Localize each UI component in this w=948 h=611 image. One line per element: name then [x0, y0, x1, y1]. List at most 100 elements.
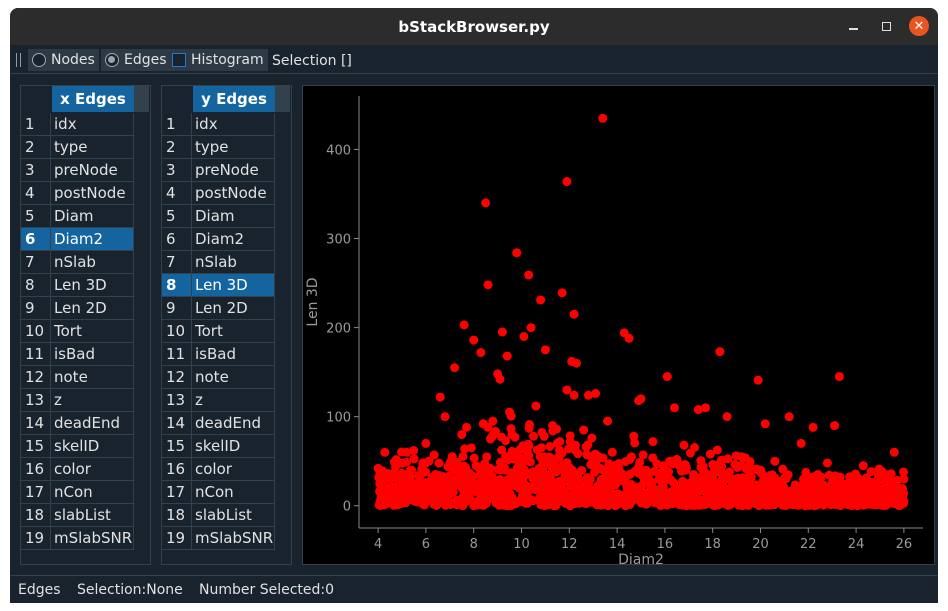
- row-cell[interactable]: Diam2: [192, 228, 275, 251]
- row-cell[interactable]: postNode: [192, 182, 275, 205]
- row-cell[interactable]: Diam: [192, 205, 275, 228]
- table-row[interactable]: 9 Len 2D: [21, 297, 134, 320]
- row-number[interactable]: 1: [21, 113, 51, 136]
- row-number[interactable]: 15: [21, 435, 51, 458]
- table-row[interactable]: 6 Diam2: [162, 228, 275, 251]
- table-row[interactable]: 17 nCon: [162, 481, 275, 504]
- row-number[interactable]: 13: [21, 389, 51, 412]
- row-cell[interactable]: type: [51, 136, 134, 159]
- row-number[interactable]: 10: [162, 320, 192, 343]
- row-number[interactable]: 11: [162, 343, 192, 366]
- scatter-plot-svg[interactable]: 0 100 200 300 400 4 6 8 10 12 14 16 18 20 22 24 26 Diam2 L…: [303, 86, 936, 566]
- table-row[interactable]: 4 postNode: [162, 182, 275, 205]
- table-row[interactable]: 8 Len 3D: [162, 274, 275, 297]
- table-row[interactable]: 5 Diam: [21, 205, 134, 228]
- row-cell[interactable]: Len 2D: [192, 297, 275, 320]
- row-number[interactable]: 3: [21, 159, 51, 182]
- table-row[interactable]: 14 deadEnd: [21, 412, 134, 435]
- row-cell[interactable]: z: [192, 389, 275, 412]
- table-row[interactable]: 3 preNode: [162, 159, 275, 182]
- toolbar-grip-icon[interactable]: [16, 53, 21, 67]
- minimize-button[interactable]: [843, 16, 863, 36]
- table-corner[interactable]: [162, 86, 193, 112]
- table-row[interactable]: 14 deadEnd: [162, 412, 275, 435]
- table-row[interactable]: 5 Diam: [162, 205, 275, 228]
- row-cell[interactable]: Diam2: [51, 228, 134, 251]
- table-row[interactable]: 16 color: [162, 458, 275, 481]
- row-cell[interactable]: mSlabSNR: [192, 527, 275, 550]
- row-cell[interactable]: color: [192, 458, 275, 481]
- row-cell[interactable]: skelID: [192, 435, 275, 458]
- maximize-button[interactable]: [876, 16, 896, 36]
- row-number[interactable]: 3: [162, 159, 192, 182]
- row-number[interactable]: 9: [162, 297, 192, 320]
- row-number[interactable]: 12: [21, 366, 51, 389]
- table-row[interactable]: 1 idx: [21, 113, 134, 136]
- table-row[interactable]: 15 skelID: [21, 435, 134, 458]
- table-row[interactable]: 13 z: [162, 389, 275, 412]
- row-number[interactable]: 6: [21, 228, 51, 251]
- row-cell[interactable]: Len 3D: [51, 274, 134, 297]
- title-bar[interactable]: bStackBrowser.py ✕: [10, 8, 938, 45]
- table-row[interactable]: 17 nCon: [21, 481, 134, 504]
- row-cell[interactable]: idx: [51, 113, 134, 136]
- row-number[interactable]: 17: [21, 481, 51, 504]
- row-number[interactable]: 4: [21, 182, 51, 205]
- row-number[interactable]: 11: [21, 343, 51, 366]
- row-number[interactable]: 7: [162, 251, 192, 274]
- row-number[interactable]: 5: [162, 205, 192, 228]
- close-button[interactable]: ✕: [909, 16, 929, 36]
- row-cell[interactable]: Len 2D: [51, 297, 134, 320]
- row-number[interactable]: 9: [21, 297, 51, 320]
- table-row[interactable]: 19 mSlabSNR: [162, 527, 275, 550]
- row-number[interactable]: 16: [162, 458, 192, 481]
- row-number[interactable]: 14: [162, 412, 192, 435]
- row-cell[interactable]: skelID: [51, 435, 134, 458]
- row-cell[interactable]: mSlabSNR: [51, 527, 134, 550]
- row-cell[interactable]: slabList: [192, 504, 275, 527]
- table-row[interactable]: 10 Tort: [21, 320, 134, 343]
- row-number[interactable]: 8: [21, 274, 51, 297]
- row-cell[interactable]: type: [192, 136, 275, 159]
- table-row[interactable]: 7 nSlab: [162, 251, 275, 274]
- histogram-checkbox[interactable]: Histogram: [168, 49, 268, 71]
- table-row[interactable]: 16 color: [21, 458, 134, 481]
- table-row[interactable]: 12 note: [21, 366, 134, 389]
- row-number[interactable]: 14: [21, 412, 51, 435]
- table-row[interactable]: 10 Tort: [162, 320, 275, 343]
- row-cell[interactable]: nSlab: [192, 251, 275, 274]
- table-row[interactable]: 8 Len 3D: [21, 274, 134, 297]
- table-corner[interactable]: [21, 86, 52, 112]
- row-cell[interactable]: slabList: [51, 504, 134, 527]
- edges-radio[interactable]: Edges: [101, 49, 171, 71]
- x-edges-header[interactable]: x Edges: [52, 86, 134, 112]
- row-cell[interactable]: postNode: [51, 182, 134, 205]
- row-number[interactable]: 7: [21, 251, 51, 274]
- row-cell[interactable]: deadEnd: [192, 412, 275, 435]
- row-cell[interactable]: Len 3D: [192, 274, 275, 297]
- row-cell[interactable]: preNode: [192, 159, 275, 182]
- row-number[interactable]: 12: [162, 366, 192, 389]
- x-edges-table[interactable]: x Edges 1 idx 2 type 3 preNode 4 postNode 5 Diam 6…: [20, 85, 151, 565]
- row-number[interactable]: 10: [21, 320, 51, 343]
- row-number[interactable]: 1: [162, 113, 192, 136]
- row-cell[interactable]: color: [51, 458, 134, 481]
- row-number[interactable]: 16: [21, 458, 51, 481]
- row-cell[interactable]: note: [192, 366, 275, 389]
- row-cell[interactable]: isBad: [192, 343, 275, 366]
- row-number[interactable]: 15: [162, 435, 192, 458]
- y-edges-table[interactable]: y Edges 1 idx 2 type 3 preNode 4 postNode 5 Diam 6…: [161, 85, 292, 565]
- table-row[interactable]: 2 type: [162, 136, 275, 159]
- row-cell[interactable]: nSlab: [51, 251, 134, 274]
- row-number[interactable]: 18: [21, 504, 51, 527]
- row-number[interactable]: 4: [162, 182, 192, 205]
- table-row[interactable]: 13 z: [21, 389, 134, 412]
- y-edges-header[interactable]: y Edges: [193, 86, 275, 112]
- table-row[interactable]: 9 Len 2D: [162, 297, 275, 320]
- table-row[interactable]: 18 slabList: [21, 504, 134, 527]
- row-number[interactable]: 6: [162, 228, 192, 251]
- table-row[interactable]: 11 isBad: [21, 343, 134, 366]
- row-number[interactable]: 19: [162, 527, 192, 550]
- table-row[interactable]: 2 type: [21, 136, 134, 159]
- row-number[interactable]: 8: [162, 274, 192, 297]
